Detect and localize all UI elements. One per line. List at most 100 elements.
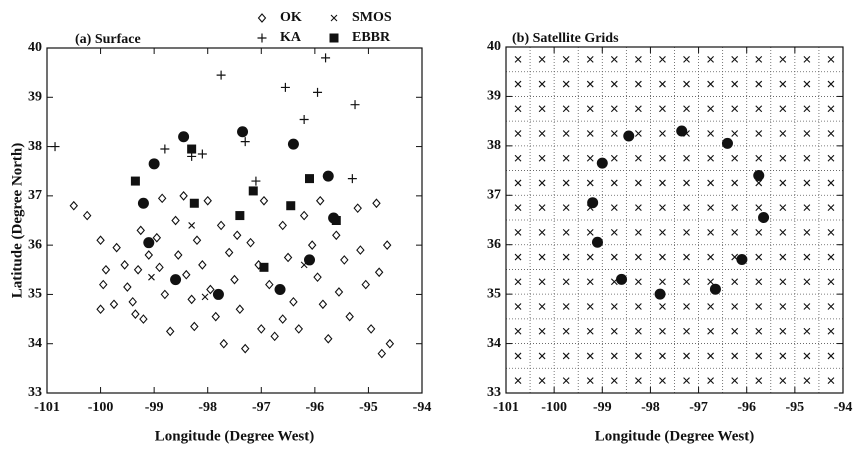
point [779,130,787,137]
point [709,283,721,295]
point [635,105,642,113]
point [224,247,234,258]
point [198,260,207,270]
point [755,204,763,212]
point [144,250,154,260]
point [340,255,349,265]
point [189,198,199,208]
point [803,303,811,310]
point [514,377,522,385]
point [538,253,546,261]
point [803,204,811,212]
point [683,179,690,187]
point [139,314,148,324]
point [286,201,296,211]
point [731,303,739,310]
point [803,278,811,286]
point [165,326,175,337]
point [235,304,245,315]
point [321,53,331,63]
point [334,287,344,297]
point [731,327,739,335]
point [278,220,287,231]
x-tick-label: -98 [198,400,217,415]
point [707,228,714,236]
point [280,82,290,92]
point [731,130,739,137]
x-tick-label: -101 [34,400,60,415]
point [240,137,250,147]
x-tick-label: -96 [306,400,325,415]
point [385,338,395,349]
point [206,284,215,295]
point [779,377,787,385]
y-tick-label: 40 [487,39,501,54]
point [305,174,314,184]
point [562,228,570,236]
point [779,204,787,212]
point [683,327,690,335]
point [538,352,546,360]
point [212,288,224,300]
point [659,55,666,63]
x-tick-label: -95 [786,400,805,415]
point [827,303,835,310]
legend-symbol [257,33,267,43]
x-tick-label: -97 [252,400,271,415]
point [211,311,220,322]
point [235,211,245,221]
point [610,327,618,335]
point [307,240,317,250]
point [170,274,182,286]
point [586,80,594,88]
point [313,272,322,283]
point [514,303,522,310]
x-tick-label: -95 [359,400,378,415]
point [514,130,522,137]
point [827,105,835,113]
point [562,327,570,335]
y-tick-label: 34 [28,336,42,351]
point [623,130,635,142]
point [562,253,570,261]
point [731,377,739,385]
point [178,131,190,143]
point [347,174,357,184]
point [366,324,376,334]
point [586,228,594,236]
point [779,105,787,113]
x-tick-label: -100 [541,400,567,415]
point [610,55,618,63]
point [683,352,690,360]
point [736,254,748,266]
point [96,304,105,315]
point [318,299,328,310]
point [731,80,739,88]
point [683,105,690,113]
point [174,250,183,260]
point [324,333,333,344]
point [160,289,170,300]
point [659,154,666,162]
point [659,179,666,187]
point [586,105,594,113]
point [240,343,250,354]
point [635,303,642,310]
panel-title: (a) Surface [75,32,141,47]
point [562,179,570,187]
point [587,197,599,209]
point [683,303,690,310]
point [635,253,642,261]
point [803,377,811,385]
point [259,195,269,206]
point [755,55,763,63]
point [201,293,209,301]
legend-symbol [329,33,339,43]
point [731,228,739,236]
point [538,80,546,88]
point [610,154,618,162]
point [538,377,546,385]
point [382,240,392,250]
point [803,179,811,187]
point [586,154,594,162]
